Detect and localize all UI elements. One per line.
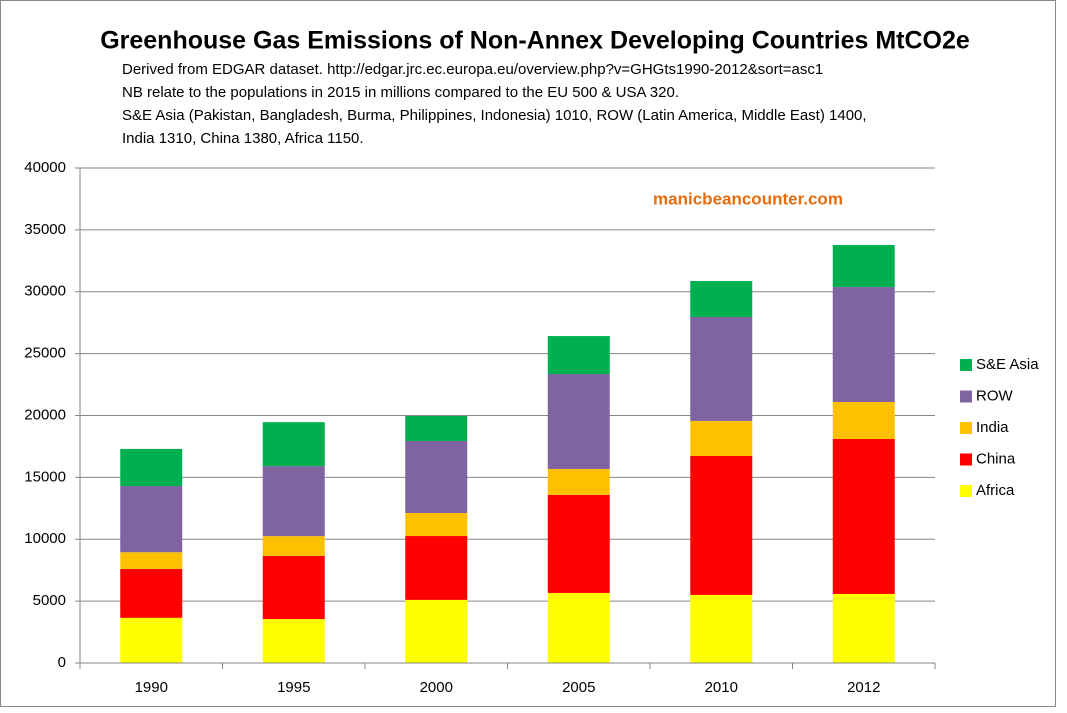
bar-segment <box>120 617 183 663</box>
bar-segment <box>120 486 183 553</box>
y-tick-label: 5000 <box>33 592 66 609</box>
legend-label: China <box>976 450 1016 467</box>
legend-label: Africa <box>976 482 1015 499</box>
y-tick-label: 20000 <box>24 406 66 423</box>
bar-segment <box>405 440 468 514</box>
bar-segment <box>120 568 183 618</box>
bar-segment <box>690 420 753 456</box>
bar-segment <box>547 374 610 469</box>
note: S&E Asia (Pakistan, Bangladesh, Burma, P… <box>122 107 867 124</box>
x-tick-label: 2005 <box>562 679 595 696</box>
bar-segment <box>262 536 325 556</box>
y-tick-label: 10000 <box>24 530 66 547</box>
y-tick-label: 30000 <box>24 283 66 300</box>
bar-segment <box>262 422 325 467</box>
bar-segment <box>262 619 325 663</box>
bar-segment <box>547 336 610 375</box>
legend-swatch <box>960 453 972 466</box>
legend-swatch <box>960 485 972 497</box>
bar-segment <box>832 244 895 288</box>
bar-segment <box>405 513 468 537</box>
bar-segment <box>405 536 468 600</box>
bar-segment <box>262 555 325 620</box>
legend-label: ROW <box>976 387 1014 404</box>
bar-segment <box>690 316 753 421</box>
annotation: manicbeancounter.com <box>653 189 843 208</box>
y-tick-label: 35000 <box>24 221 66 238</box>
y-tick-label: 0 <box>58 654 66 671</box>
y-tick-label: 15000 <box>24 468 66 485</box>
x-tick-label: 2000 <box>420 679 453 696</box>
bar-segment <box>832 402 895 440</box>
legend-label: India <box>976 419 1009 436</box>
x-tick-label: 2012 <box>847 679 880 696</box>
legend-swatch <box>960 359 972 371</box>
bar-segment <box>832 439 895 594</box>
x-tick-label: 1990 <box>135 679 168 696</box>
chart-title: Greenhouse Gas Emissions of Non-Annex De… <box>100 27 970 55</box>
bar-segment <box>120 552 183 569</box>
bar-segment <box>547 494 610 593</box>
y-tick-label: 40000 <box>24 159 66 176</box>
bar-segment <box>405 599 468 663</box>
legend-swatch <box>960 422 972 434</box>
bar-segment <box>262 466 325 537</box>
bar-segment <box>832 593 895 663</box>
bar-segment <box>547 592 610 663</box>
x-tick-label: 1995 <box>277 679 310 696</box>
x-tick-label: 2010 <box>705 679 738 696</box>
bar-segment <box>832 287 895 403</box>
legend-label: S&E Asia <box>976 356 1039 373</box>
note: Derived from EDGAR dataset. http://edgar… <box>122 61 823 78</box>
note: NB relate to the populations in 2015 in … <box>122 84 679 101</box>
bar-segment <box>690 594 753 663</box>
bar-segment <box>405 415 468 441</box>
bar-segment <box>547 468 610 495</box>
legend-swatch <box>960 390 972 403</box>
note: India 1310, China 1380, Africa 1150. <box>122 130 364 147</box>
bar-segment <box>120 448 183 487</box>
y-tick-label: 25000 <box>24 345 66 362</box>
bar-segment <box>690 455 753 595</box>
bar-segment <box>690 280 753 317</box>
